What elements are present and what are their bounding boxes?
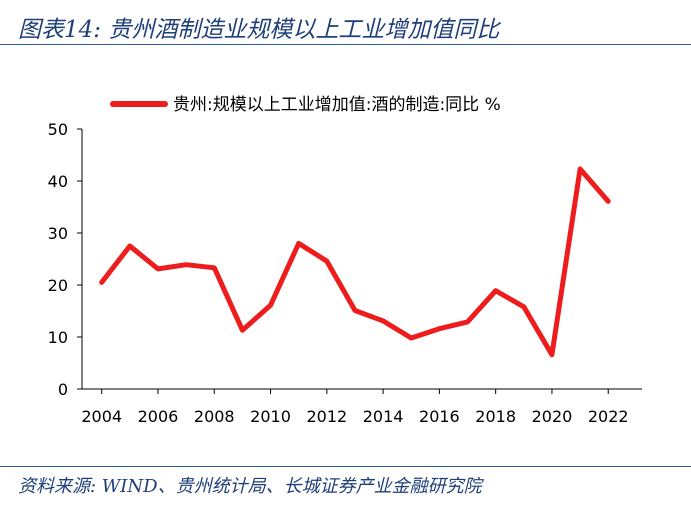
title-divider [0, 44, 691, 45]
source-divider [0, 466, 691, 467]
x-tick-label: 2008 [194, 407, 235, 426]
x-tick-label: 2004 [81, 407, 122, 426]
x-tick-label: 2016 [419, 407, 460, 426]
y-tick-label: 50 [48, 120, 68, 139]
x-tick-label: 2022 [588, 407, 629, 426]
figure-title: 图表14: 贵州酒制造业规模以上工业增加值同比 [18, 17, 500, 43]
series-line [99, 166, 611, 358]
chart-legend: 贵州:规模以上工业增加值:酒的制造:同比 % [110, 95, 501, 115]
x-tick-label: 2020 [532, 407, 573, 426]
y-tick-label: 20 [48, 276, 68, 295]
x-tick-label: 2012 [306, 407, 347, 426]
x-tick-label: 2006 [138, 407, 179, 426]
y-tick-label: 10 [48, 328, 68, 347]
x-tick-label: 2018 [475, 407, 516, 426]
legend-label: 贵州:规模以上工业增加值:酒的制造:同比 % [173, 95, 501, 115]
x-tick-label: 2010 [250, 407, 291, 426]
x-tick-label: 2014 [363, 407, 404, 426]
chart-series [99, 166, 611, 358]
source-note: 资料来源: WIND、贵州统计局、长城证券产业金融研究院 [18, 476, 482, 497]
y-tick-label: 40 [48, 172, 68, 191]
line-chart: 贵州:规模以上工业增加值:酒的制造:同比 % 0 10 20 30 40 50 2004 20… [48, 95, 642, 426]
y-tick-label: 30 [48, 224, 68, 243]
chart-axes: 0 10 20 30 40 50 2004 2006 2008 2010 2012 2014 2016 2… [48, 120, 642, 426]
y-tick-label: 0 [58, 380, 68, 399]
